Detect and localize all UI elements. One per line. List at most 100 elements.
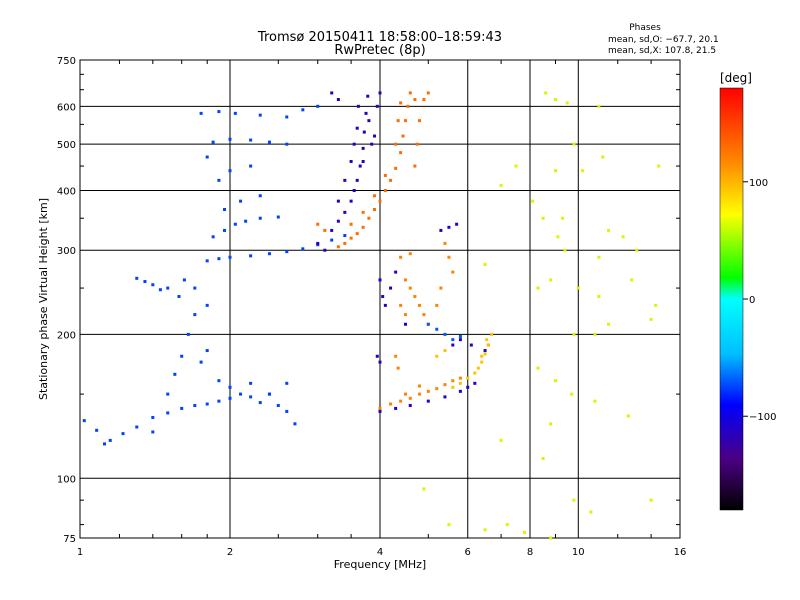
data-point [166, 286, 170, 290]
data-point [199, 360, 203, 364]
data-point [375, 354, 379, 358]
data-point [95, 428, 99, 432]
colorbar-tick-label: 0 [749, 295, 755, 306]
data-point [258, 194, 262, 198]
data-point [389, 286, 393, 290]
data-point [182, 278, 186, 282]
y-axis-label: Stationary phase Virtual Height [km] [37, 198, 50, 400]
data-point [355, 126, 359, 130]
data-point [82, 419, 86, 423]
data-point [439, 286, 443, 290]
data-point [135, 425, 139, 429]
data-point [403, 313, 407, 317]
data-point [630, 278, 634, 282]
data-point [349, 236, 353, 240]
data-point [375, 104, 379, 108]
colorbar-tick-label: 100 [749, 178, 768, 189]
x-tick-label: 2 [227, 547, 233, 558]
data-point [549, 422, 553, 426]
x-tick-label: 6 [465, 547, 471, 558]
data-point [480, 360, 484, 364]
data-point [205, 402, 209, 406]
data-point [408, 396, 412, 400]
data-point [233, 111, 237, 115]
data-point [267, 392, 271, 396]
data-point [483, 528, 487, 532]
data-point [336, 219, 340, 223]
x-tick-label: 8 [527, 547, 533, 558]
data-point [389, 402, 393, 406]
phases-x-line: mean, sd,X: 107.8, 21.5 [608, 46, 716, 56]
data-point [355, 178, 359, 182]
data-point [378, 406, 382, 410]
data-point [373, 134, 377, 138]
data-point [413, 164, 417, 168]
y-tick-label: 300 [57, 246, 76, 257]
data-point [244, 219, 248, 223]
data-point [447, 225, 451, 229]
data-point [103, 442, 107, 446]
data-point [267, 252, 271, 256]
data-point [173, 372, 177, 376]
data-point [228, 385, 232, 389]
data-point [211, 235, 215, 239]
data-point [301, 247, 305, 251]
data-point [408, 286, 412, 290]
data-point [323, 248, 327, 252]
data-point [205, 303, 209, 307]
data-point [572, 332, 576, 336]
data-point [367, 216, 371, 220]
data-point [626, 414, 630, 418]
x-tick-label: 4 [377, 547, 383, 558]
colorbar-label: [deg] [720, 71, 752, 85]
x-tick-label: 1 [77, 547, 83, 558]
data-point [621, 235, 625, 239]
data-point [239, 199, 243, 203]
data-point [361, 210, 365, 214]
data-point [258, 216, 262, 220]
data-point [435, 354, 439, 358]
data-point [285, 115, 289, 119]
data-point [553, 379, 557, 383]
data-point [364, 111, 368, 115]
data-point [151, 430, 155, 434]
y-tick-label: 500 [57, 140, 76, 151]
data-point [483, 349, 487, 353]
data-point [349, 222, 353, 226]
data-point [499, 438, 503, 442]
data-point [394, 142, 398, 146]
data-point [180, 354, 184, 358]
data-point [223, 228, 227, 232]
y-tick-label: 200 [57, 330, 76, 341]
data-point [426, 322, 430, 326]
data-point [399, 255, 403, 259]
data-point [531, 199, 535, 203]
data-point [316, 104, 320, 108]
data-point [544, 91, 548, 95]
chart-title: Tromsø 20150411 18:58:00–18:59:43 [257, 30, 502, 45]
data-point [406, 104, 410, 108]
data-point [223, 208, 227, 212]
y-tick-label: 600 [57, 102, 76, 113]
data-point [490, 332, 494, 336]
data-point [458, 334, 462, 338]
phases-o-line: mean, sd,O: −67.7, 20.1 [608, 35, 719, 45]
data-point [413, 98, 417, 102]
data-point [549, 536, 553, 540]
data-point [422, 313, 426, 317]
data-point [378, 278, 382, 282]
data-point [654, 303, 658, 307]
data-point [399, 101, 403, 105]
data-point [426, 389, 430, 393]
data-point [378, 199, 382, 203]
data-point [193, 313, 197, 317]
data-point [523, 531, 527, 535]
data-point [205, 259, 209, 263]
data-point [426, 399, 430, 403]
data-point [330, 228, 334, 232]
data-point [649, 498, 653, 502]
data-point [193, 403, 197, 407]
data-point [435, 387, 439, 391]
data-point [394, 270, 398, 274]
data-point [336, 199, 340, 203]
